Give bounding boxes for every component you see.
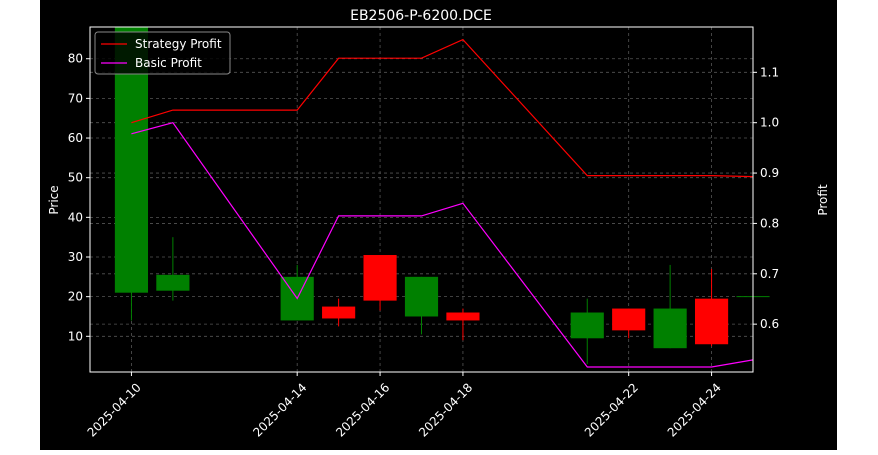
figure-background xyxy=(40,0,837,450)
y-tick-label-left: 40 xyxy=(68,210,83,224)
y-axis-label-right: Profit xyxy=(816,184,830,216)
candle-body xyxy=(404,276,439,317)
y-tick-label-right: 0.7 xyxy=(760,267,779,281)
candle-body xyxy=(612,308,646,331)
y-tick-label-left: 30 xyxy=(68,250,83,264)
legend-label-strategy: Strategy Profit xyxy=(135,37,222,51)
y-tick-label-left: 60 xyxy=(68,131,83,145)
chart-title: EB2506-P-6200.DCE xyxy=(350,8,492,24)
line-layer xyxy=(131,38,754,368)
candle-body xyxy=(446,312,480,321)
candle-body xyxy=(694,298,729,345)
y-tick-label-left: 20 xyxy=(68,290,83,304)
y-tick-label-left: 70 xyxy=(68,91,83,105)
y-tick-label-right: 0.6 xyxy=(760,317,779,331)
y-tick-label-right: 1.1 xyxy=(760,65,779,79)
candle-body xyxy=(653,308,687,349)
y-axis-label-left: Price xyxy=(47,185,61,214)
legend: Strategy Profit Basic Profit xyxy=(94,31,231,75)
candle-body xyxy=(322,306,356,319)
candle-body xyxy=(570,312,604,339)
strategy-profit-line xyxy=(131,38,754,178)
y-tick-label-right: 0.8 xyxy=(760,216,779,230)
basic-profit-line xyxy=(131,122,754,368)
legend-box xyxy=(94,31,231,75)
y-tick-label-left: 80 xyxy=(68,52,83,66)
y-tick-label-right: 0.9 xyxy=(760,166,779,180)
y-tick-label-left: 10 xyxy=(68,329,83,343)
legend-label-basic: Basic Profit xyxy=(135,56,202,70)
y-tick-label-left: 50 xyxy=(68,171,83,185)
y-tick-label-right: 1.0 xyxy=(760,116,779,130)
axes-frame xyxy=(89,26,754,373)
candle-body xyxy=(156,274,190,291)
candle-body xyxy=(363,255,397,301)
